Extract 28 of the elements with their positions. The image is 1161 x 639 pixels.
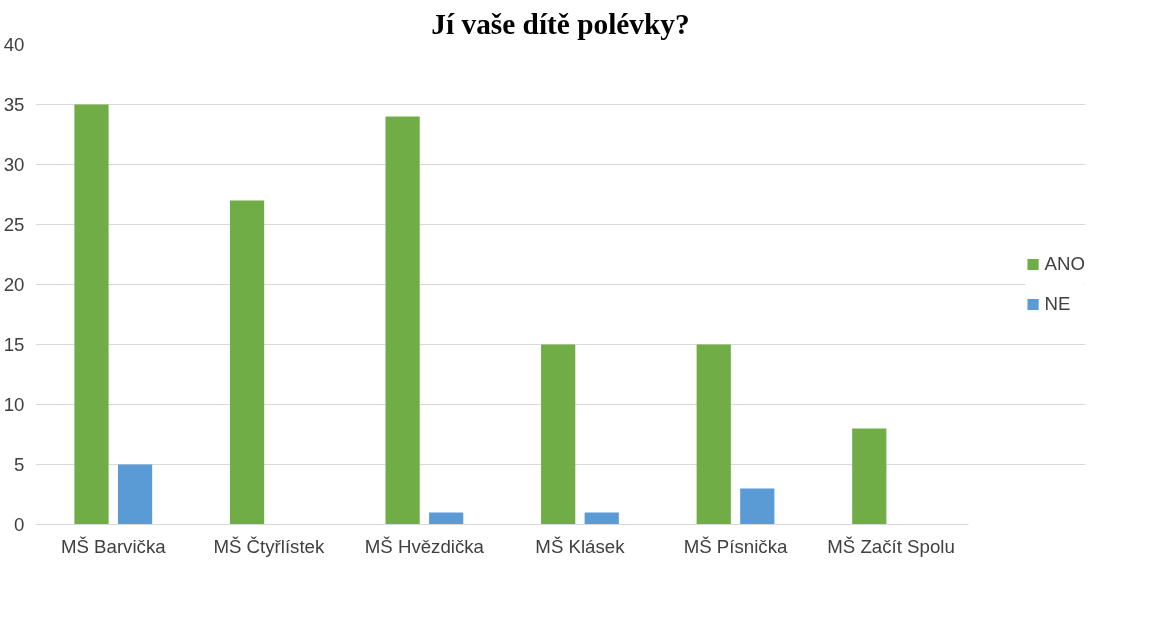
y-tick-label: 20	[3, 274, 25, 295]
y-tick-label: 10	[3, 394, 25, 415]
x-tick-label: MŠ Barvička	[60, 535, 167, 557]
y-tick-label: 5	[14, 454, 25, 475]
bar	[229, 200, 265, 525]
y-tick-label: 25	[3, 214, 25, 235]
y-tick-label: 30	[3, 154, 25, 175]
bar	[740, 488, 775, 525]
bar	[429, 512, 464, 525]
y-tick-label: 35	[3, 94, 25, 115]
x-tick-label: MŠ Klásek	[535, 535, 626, 557]
bar	[696, 344, 731, 525]
bar	[385, 116, 420, 525]
y-tick-label: 0	[14, 514, 25, 535]
x-tick-label: MŠ Čtyřlístek	[213, 535, 325, 557]
x-tick-label: MŠ Písnička	[683, 535, 788, 557]
bar	[74, 104, 109, 525]
y-tick-label: 40	[3, 34, 25, 55]
x-tick-label: MŠ Hvězdička	[364, 535, 485, 557]
legend-label: ANO	[1044, 253, 1085, 275]
bar	[852, 428, 887, 525]
bar	[117, 464, 153, 525]
x-tick-label: MŠ Začít Spolu	[827, 535, 955, 557]
chart-title: Jí vaše dítě polévky?	[431, 7, 690, 40]
bar	[541, 344, 576, 525]
bar	[584, 512, 619, 525]
y-tick-label: 15	[3, 334, 25, 355]
legend-label: NE	[1044, 293, 1071, 315]
